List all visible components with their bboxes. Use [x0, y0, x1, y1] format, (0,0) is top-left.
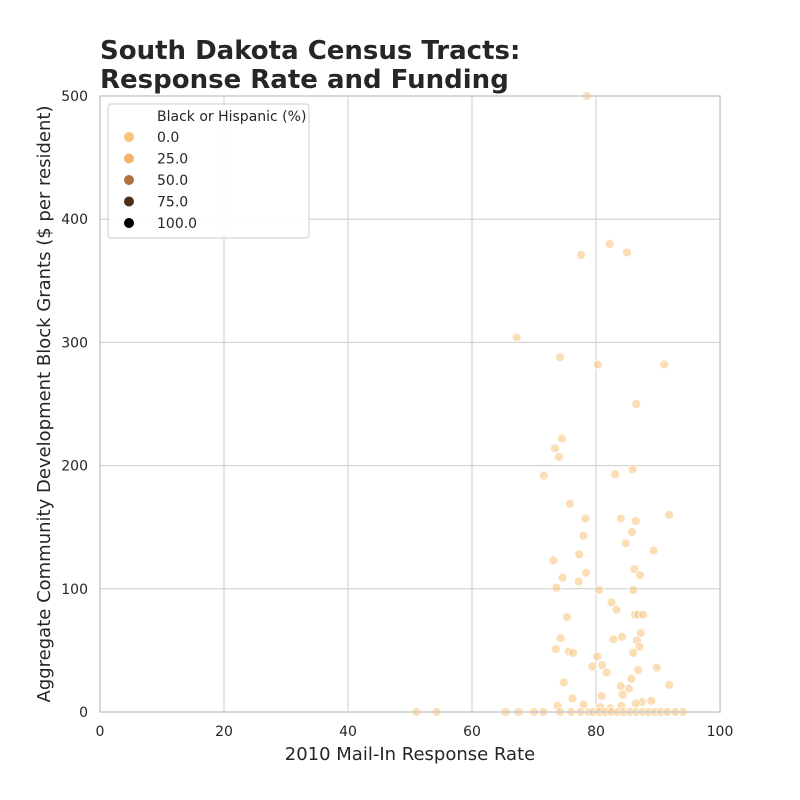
data-point — [659, 359, 670, 370]
legend-marker — [124, 218, 134, 228]
data-point — [573, 576, 584, 587]
x-tick-label: 40 — [339, 724, 357, 740]
data-point — [597, 660, 608, 671]
data-point — [634, 641, 645, 652]
data-point — [580, 513, 591, 524]
legend-marker — [124, 196, 134, 207]
x-axis-label: 2010 Mail-In Response Rate — [285, 744, 535, 765]
data-point — [574, 549, 585, 560]
legend-title: Black or Hispanic (%) — [157, 109, 306, 125]
data-point — [555, 633, 566, 643]
legend-entry-label: 100.0 — [157, 216, 197, 232]
legend-entry-label: 25.0 — [157, 152, 188, 168]
data-point — [627, 527, 637, 538]
chart-title-line-1: South Dakota Census Tracts: — [100, 36, 520, 66]
y-tick-label: 0 — [79, 705, 88, 721]
legend: Black or Hispanic (%) 0.0 25.0 50.0 75.0 100… — [107, 103, 310, 239]
data-point — [620, 538, 631, 549]
x-tick-label: 60 — [463, 724, 481, 740]
data-point — [631, 399, 642, 409]
data-point — [557, 433, 567, 444]
data-point — [565, 498, 575, 509]
legend-marker — [124, 153, 134, 164]
data-point — [615, 513, 626, 524]
x-axis-ticks: 0 20 40 60 80 100 — [96, 724, 734, 740]
y-tick-label: 500 — [61, 89, 88, 105]
data-point — [626, 673, 637, 684]
data-point — [622, 247, 632, 258]
legend-entry-label: 75.0 — [157, 195, 188, 211]
data-point — [550, 443, 560, 454]
data-point — [557, 572, 568, 583]
data-point — [606, 597, 617, 608]
data-point — [615, 681, 626, 692]
data-point — [553, 452, 564, 462]
data-point — [664, 509, 675, 520]
plot-frame — [99, 95, 721, 713]
data-point — [630, 516, 641, 526]
data-point — [627, 464, 638, 475]
data-point — [629, 564, 640, 574]
data-point — [592, 651, 603, 662]
data-point — [558, 677, 569, 688]
y-tick-label: 400 — [61, 212, 88, 228]
legend-marker — [124, 132, 134, 142]
data-point — [630, 698, 641, 709]
y-axis-ticks: 0 100 200 300 400 500 — [61, 89, 88, 721]
data-point — [648, 545, 659, 556]
data-point — [511, 332, 522, 343]
data-point — [550, 644, 561, 655]
data-point — [608, 634, 619, 645]
x-tick-label: 100 — [707, 724, 734, 740]
data-point — [587, 661, 598, 672]
data-point — [635, 570, 645, 581]
y-axis-label: Aggregate Community Development Block Gr… — [34, 106, 55, 703]
data-point — [581, 567, 591, 578]
data-point — [664, 679, 675, 690]
data-point — [567, 693, 578, 704]
data-point — [551, 582, 562, 593]
data-point — [651, 662, 662, 673]
data-point — [628, 647, 639, 658]
x-tick-label: 20 — [215, 724, 233, 740]
data-point — [628, 585, 639, 595]
data-point — [555, 352, 565, 363]
data-point — [638, 609, 649, 620]
data-point — [617, 631, 627, 642]
data-point — [576, 250, 587, 260]
legend-entries: 0.0 25.0 50.0 75.0 100.0 — [124, 130, 197, 232]
data-point — [548, 555, 559, 566]
data-point — [578, 530, 589, 541]
data-point — [594, 585, 604, 595]
data-points — [411, 91, 688, 717]
data-point — [561, 612, 572, 623]
y-tick-label: 300 — [61, 335, 88, 351]
data-point — [592, 359, 603, 370]
data-point — [617, 689, 628, 700]
data-point — [568, 647, 578, 658]
data-point — [646, 696, 657, 706]
legend-box — [107, 103, 310, 239]
y-tick-label: 100 — [61, 582, 88, 598]
data-point — [539, 470, 549, 481]
data-point — [610, 469, 621, 480]
x-tick-label: 80 — [587, 724, 605, 740]
data-point — [604, 238, 615, 249]
legend-entry-label: 50.0 — [157, 173, 188, 189]
data-point — [633, 665, 644, 676]
chart-title-line-2: Response Rate and Funding — [100, 65, 509, 95]
legend-marker — [124, 175, 134, 185]
x-tick-label: 0 — [96, 724, 105, 740]
y-tick-label: 200 — [61, 459, 88, 475]
data-point — [623, 683, 634, 694]
data-point — [611, 604, 622, 615]
legend-entry-label: 0.0 — [157, 130, 179, 146]
data-point — [601, 667, 612, 678]
data-point — [596, 691, 607, 701]
